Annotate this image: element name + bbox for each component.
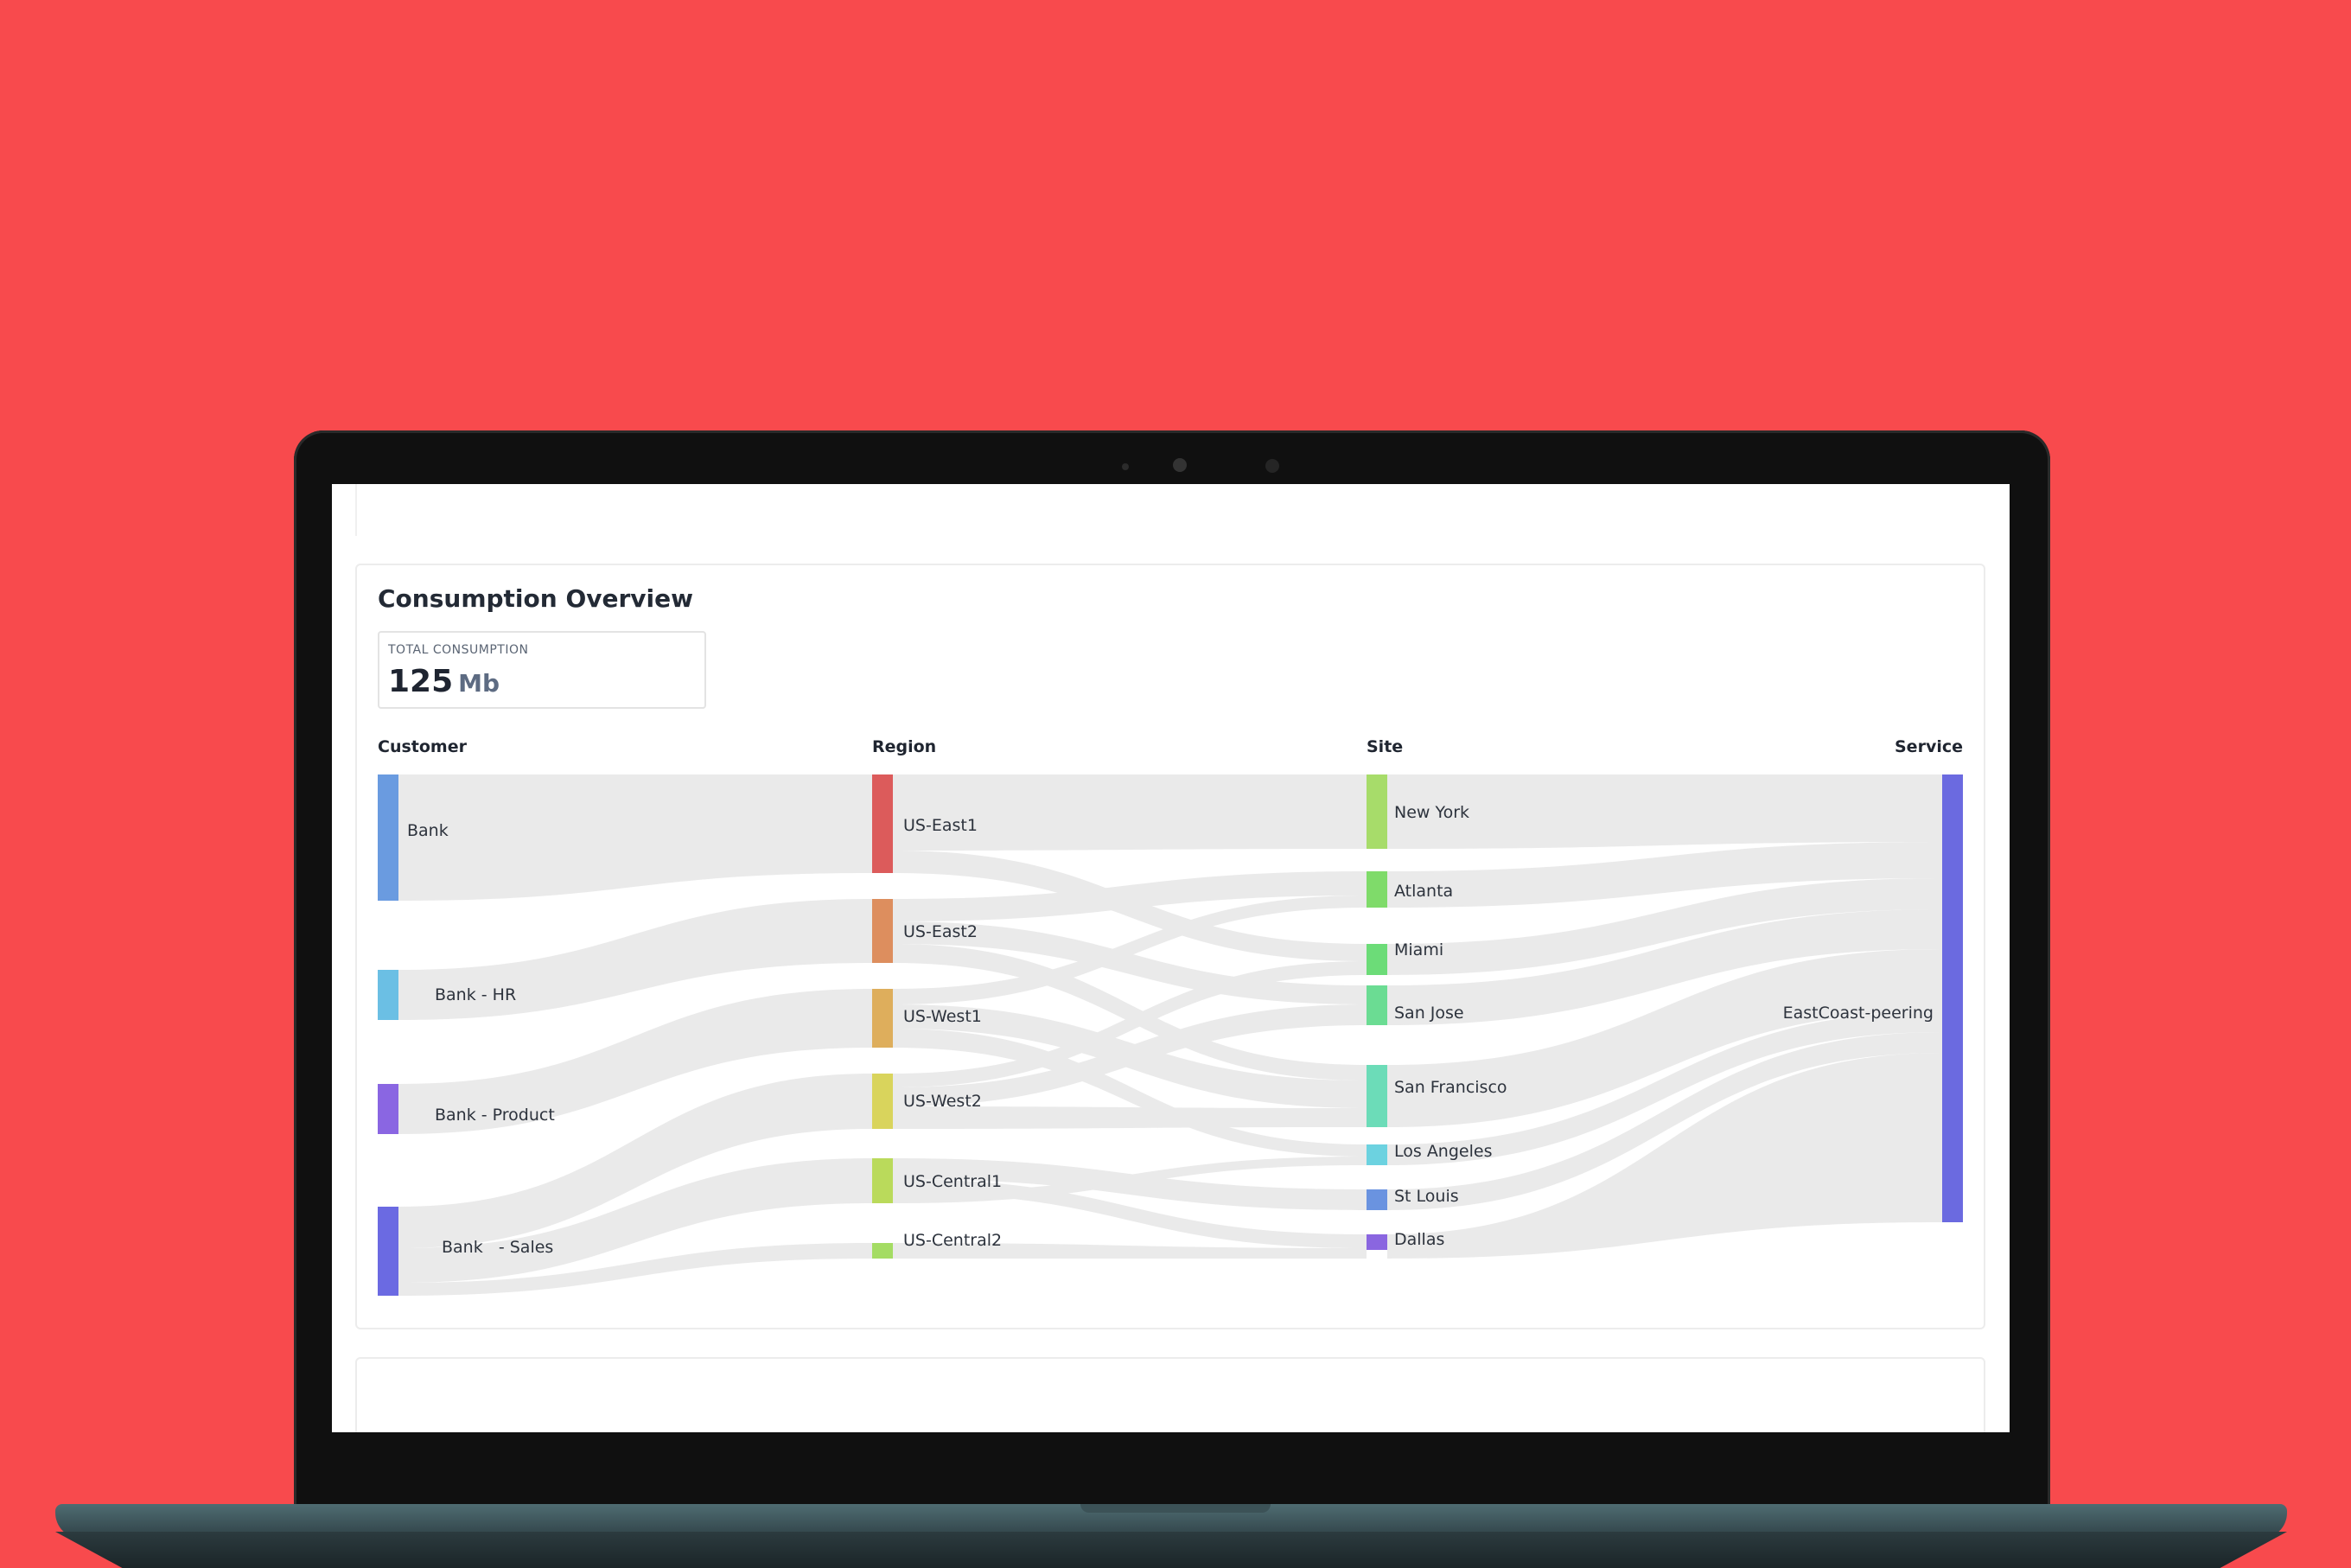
link-sanjose-service [1387,909,1942,1025]
node-label-us-west2: US-West2 [903,1092,982,1111]
column-header-service: Service [1895,737,1963,756]
node-atlanta[interactable] [1367,871,1387,908]
sankey-links [398,774,1942,1296]
node-label-atlanta: Atlanta [1394,882,1453,901]
node-label-us-central2: US-Central2 [903,1231,1002,1250]
link-newyork-service [1387,774,1942,849]
metric-value: 125 Mb [388,664,500,699]
node-dallas[interactable] [1367,1234,1387,1250]
node-st-louis[interactable] [1367,1189,1387,1210]
node-miami[interactable] [1367,944,1387,975]
link-uscentral2-dallas [893,1243,1367,1259]
column-header-customer: Customer [378,737,468,756]
link-banksales-uscentral1 [398,1158,872,1283]
node-los-angeles[interactable] [1367,1144,1387,1165]
node-label-miami: Miami [1394,940,1443,959]
sankey-diagram: Customer Region Site Service [378,737,1963,1296]
link-useast2-sanfrancisco [893,944,1367,1080]
page-left-rule [355,484,357,536]
link-miami-service [1387,878,1942,975]
node-label-los-angeles: Los Angeles [1394,1142,1492,1161]
camera-lens-icon [1173,458,1187,472]
node-bank[interactable] [378,774,398,901]
link-uscentral1-losangeles [893,1157,1367,1203]
link-uswest1-atlanta [893,896,1367,1004]
link-sanfrancisco-service [1387,949,1942,1127]
camera-sensor-icon [1122,463,1129,470]
service-nodes: EastCoast-peering [1783,774,1963,1222]
link-stlouis-service [1387,1032,1942,1210]
camera-light-icon [1265,459,1279,473]
node-bank-hr[interactable] [378,970,398,1020]
node-us-west1[interactable] [872,989,893,1048]
link-banksales-uswest2 [398,1074,872,1248]
node-label-dallas: Dallas [1394,1230,1444,1249]
link-uswest2-sanjose [893,1004,1367,1106]
link-dallas-service [1387,1053,1942,1259]
laptop-base-shadow [55,1532,2287,1568]
link-banksales-uscentral2 [398,1243,872,1296]
node-eastcoast-peering[interactable] [1942,774,1963,1222]
link-useast2-atlanta [893,871,1367,921]
node-label-st-louis: St Louis [1394,1187,1459,1206]
metric-label: TOTAL CONSUMPTION [388,643,529,657]
secondary-card [355,1357,1985,1432]
site-nodes: New York Atlanta Miami San Jose San Fran… [1367,774,1507,1250]
node-san-jose[interactable] [1367,985,1387,1025]
region-nodes: US-East1 US-East2 US-West1 US-West2 US-C… [872,774,1002,1259]
node-label-bank: Bank [407,821,449,840]
metric-number: 125 [388,664,454,699]
page-title: Consumption Overview [378,584,693,613]
node-us-west2[interactable] [872,1074,893,1129]
node-label-us-central1: US-Central1 [903,1172,1002,1191]
link-uswest2-sanfrancisco [893,1106,1367,1129]
link-uswest1-losangeles [893,1029,1367,1157]
node-us-east1[interactable] [872,774,893,873]
node-us-central2[interactable] [872,1243,893,1259]
link-bank-useast1 [398,774,872,901]
link-bankproduct-uswest1 [398,989,872,1134]
consumption-overview-card: Consumption Overview TOTAL CONSUMPTION 1… [355,564,1985,1329]
node-label-bank-sales: Bank - Sales [442,1238,553,1257]
node-bank-sales[interactable] [378,1207,398,1296]
node-new-york[interactable] [1367,774,1387,849]
node-san-francisco[interactable] [1367,1065,1387,1127]
node-us-east2[interactable] [872,899,893,963]
node-label-us-east2: US-East2 [903,922,978,941]
screen: Consumption Overview TOTAL CONSUMPTION 1… [332,484,2010,1432]
link-useast1-newyork [893,774,1367,851]
node-bank-product[interactable] [378,1084,398,1134]
link-atlanta-service [1387,842,1942,908]
node-label-bank-product: Bank - Product [435,1106,555,1125]
node-label-us-east1: US-East1 [903,816,978,835]
link-losangeles-service [1387,1011,1942,1165]
node-label-san-francisco: San Francisco [1394,1078,1507,1097]
customer-nodes: Bank Bank - HR Bank - Product Bank - Sal… [378,774,555,1296]
total-consumption-metric: TOTAL CONSUMPTION 125 Mb [378,631,706,709]
column-header-region: Region [872,737,936,756]
node-label-bank-hr: Bank - HR [435,985,516,1004]
column-header-site: Site [1367,737,1403,756]
node-label-us-west1: US-West1 [903,1007,982,1026]
node-us-central1[interactable] [872,1158,893,1203]
node-label-san-jose: San Jose [1394,1004,1464,1023]
laptop-hinge-notch [1080,1504,1271,1513]
metric-unit: Mb [458,669,500,698]
link-bankhr-useast2 [398,899,872,1020]
node-label-eastcoast-peering: EastCoast-peering [1783,1004,1934,1023]
node-label-new-york: New York [1394,803,1469,822]
link-uswest2-miami [893,961,1367,1087]
